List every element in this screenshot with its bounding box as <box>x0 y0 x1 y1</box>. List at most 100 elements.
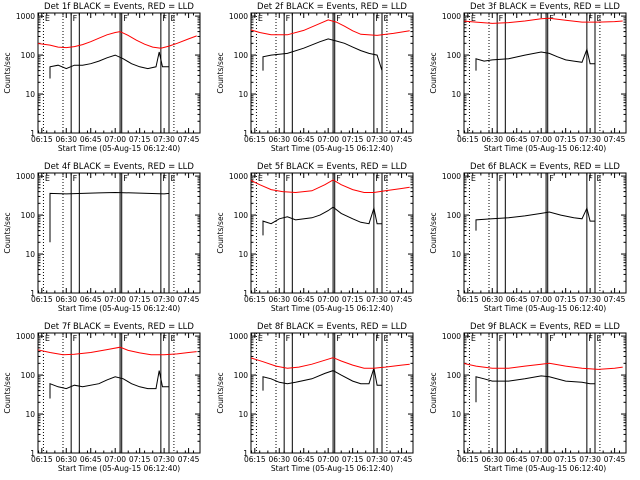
time-marker-label: F <box>123 14 128 23</box>
detector-panel-7: Det 7f BLACK = Events, RED = LLD 1 10 100 10… <box>3 322 201 473</box>
time-marker-label: F <box>375 14 380 23</box>
x-tick-label: 06:15 <box>457 295 479 304</box>
detector-panel-6: Det 6f BLACK = Events, RED = LLD 1 10 100 10… <box>429 162 627 313</box>
time-marker-label: F <box>336 334 341 343</box>
time-marker-label: E <box>258 14 263 23</box>
x-tick-label: 07:30 <box>153 455 175 464</box>
y-tick-label: 10 <box>451 90 461 99</box>
time-marker-label: F <box>286 14 291 23</box>
x-tick-label: 07:00 <box>317 455 339 464</box>
x-tick-label: 07:00 <box>104 295 126 304</box>
x-tick-label: 07:45 <box>604 135 626 144</box>
time-marker-label: E <box>171 14 176 23</box>
x-tick-label: 07:45 <box>178 455 200 464</box>
x-axis-label: Start Time (05-Aug-15 06:12:40) <box>271 464 393 473</box>
y-tick-label: 1000 <box>442 172 461 181</box>
series-line-lld <box>251 19 410 36</box>
x-axis-label: Start Time (05-Aug-15 06:12:40) <box>58 464 180 473</box>
x-tick-label: 07:45 <box>391 135 413 144</box>
y-tick-label: 100 <box>21 371 36 380</box>
time-marker-label: E <box>471 334 476 343</box>
y-tick-label: 10 <box>238 250 248 259</box>
panel-title: Det 9f BLACK = Events, RED = LLD <box>470 322 620 332</box>
x-tick-label: 06:45 <box>293 455 315 464</box>
panel-title: Det 1f BLACK = Events, RED = LLD <box>44 2 194 12</box>
series-line-events <box>475 206 596 231</box>
time-marker-label: E <box>597 14 602 23</box>
series-line-lld <box>464 362 623 370</box>
x-tick-label: 06:30 <box>268 295 290 304</box>
x-tick-label: 07:45 <box>604 295 626 304</box>
x-tick-label: 06:30 <box>481 135 503 144</box>
x-tick-label: 06:45 <box>293 135 315 144</box>
panel-title: Det 3f BLACK = Events, RED = LLD <box>470 2 620 12</box>
panel-title: Det 7f BLACK = Events, RED = LLD <box>44 322 194 332</box>
y-tick-label: 1000 <box>229 12 248 21</box>
plot-frame <box>250 332 414 454</box>
x-tick-label: 06:30 <box>55 455 77 464</box>
x-tick-label: 07:15 <box>342 135 364 144</box>
y-tick-label: 10 <box>25 250 35 259</box>
time-marker-label: E <box>471 14 476 23</box>
series-line-events <box>475 375 596 426</box>
y-axis-label: Counts/sec <box>429 52 438 93</box>
time-marker-label: F <box>336 14 341 23</box>
time-marker-label: F <box>286 334 291 343</box>
x-tick-label: 07:15 <box>342 295 364 304</box>
y-axis-label: Counts/sec <box>216 372 225 413</box>
x-tick-label: 06:45 <box>506 455 528 464</box>
x-tick-label: 07:15 <box>342 455 364 464</box>
x-axis-label: Start Time (05-Aug-15 06:12:40) <box>484 144 606 153</box>
detector-panel-1: Det 1f BLACK = Events, RED = LLD 1 10 100 10… <box>3 2 201 153</box>
y-tick-label: 1000 <box>442 332 461 341</box>
detector-panel-9: Det 9f BLACK = Events, RED = LLD 1 10 100 10… <box>429 322 627 473</box>
y-tick-label: 10 <box>25 410 35 419</box>
detector-panel-2: Det 2f BLACK = Events, RED = LLD 1 10 100 10… <box>216 2 414 153</box>
x-tick-label: 06:30 <box>268 455 290 464</box>
y-tick-label: 1 <box>243 449 248 458</box>
x-tick-label: 06:15 <box>244 455 266 464</box>
y-tick-label: 10 <box>238 90 248 99</box>
time-marker-label: F <box>499 334 504 343</box>
time-marker-label: E <box>471 174 476 183</box>
x-tick-label: 06:45 <box>293 295 315 304</box>
y-tick-label: 1 <box>30 129 35 138</box>
x-tick-label: 07:00 <box>317 295 339 304</box>
series-line-events <box>49 191 170 243</box>
x-tick-label: 06:15 <box>31 295 53 304</box>
time-marker-label: E <box>384 14 389 23</box>
x-tick-label: 07:30 <box>153 295 175 304</box>
y-tick-label: 100 <box>234 371 249 380</box>
time-marker-label: E <box>171 334 176 343</box>
y-axis-label: Counts/sec <box>3 52 12 93</box>
time-marker-label: E <box>171 174 176 183</box>
y-tick-label: 1000 <box>16 332 35 341</box>
x-tick-label: 07:45 <box>391 455 413 464</box>
plot-frame <box>250 172 414 294</box>
y-tick-label: 1 <box>30 289 35 298</box>
time-marker-label: E <box>384 174 389 183</box>
series-line-lld <box>464 17 623 24</box>
time-marker-label: F <box>73 334 78 343</box>
y-axis-label: Counts/sec <box>3 372 12 413</box>
panel-title: Det 5f BLACK = Events, RED = LLD <box>257 162 407 172</box>
y-axis-label: Counts/sec <box>216 52 225 93</box>
x-tick-label: 06:15 <box>457 455 479 464</box>
plot-frame <box>463 332 627 454</box>
plot-frame <box>37 332 201 454</box>
time-marker-label: F <box>588 14 593 23</box>
time-marker-label: E <box>45 14 50 23</box>
series-line-lld <box>38 31 197 49</box>
x-axis-label: Start Time (05-Aug-15 06:12:40) <box>58 304 180 313</box>
x-tick-label: 07:00 <box>104 135 126 144</box>
time-marker-label: F <box>336 174 341 183</box>
series-line-lld <box>38 346 197 356</box>
series-line-events <box>262 368 383 435</box>
x-axis-label: Start Time (05-Aug-15 06:12:40) <box>58 144 180 153</box>
y-tick-label: 1 <box>456 449 461 458</box>
time-marker-label: F <box>549 334 554 343</box>
y-tick-label: 100 <box>447 371 462 380</box>
x-tick-label: 07:45 <box>178 295 200 304</box>
x-axis-label: Start Time (05-Aug-15 06:12:40) <box>271 144 393 153</box>
